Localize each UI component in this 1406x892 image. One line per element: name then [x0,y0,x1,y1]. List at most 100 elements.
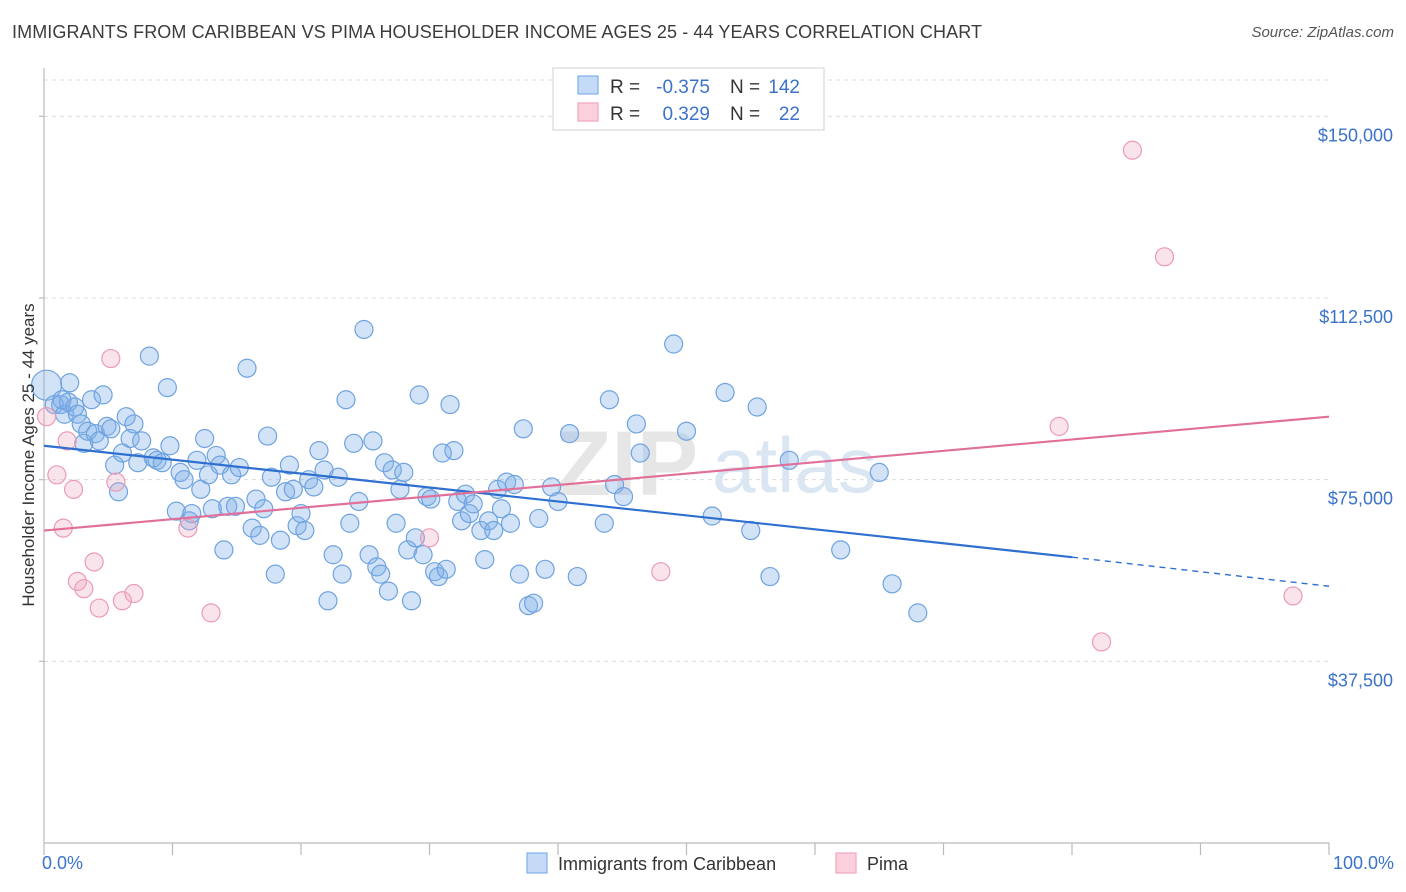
caribbean-point-108 [484,520,504,541]
legend-r-label-2: R = [610,104,640,125]
pima-point-1 [47,465,67,485]
caribbean-point-104 [463,494,483,514]
caribbean-point-133 [715,382,735,403]
caribbean-point-49 [237,358,257,378]
caribbean-point-135 [747,397,767,417]
caribbean-trend-line-extrapolated [1071,556,1330,587]
caribbean-point-39 [195,428,215,449]
pima-point-12 [124,583,144,604]
caribbean-point-51 [246,489,266,509]
caribbean-point-99 [444,441,464,461]
legend-n-value-2: 22 [779,104,800,125]
caribbean-point-106 [475,549,495,570]
chart-title: IMMIGRANTS FROM CARIBBEAN VS PIMA HOUSEH… [12,22,983,42]
x-tick-label-1: 100.0% [1333,853,1394,873]
caribbean-point-55 [261,467,282,487]
caribbean-point-131 [676,421,697,441]
caribbean-point-71 [332,564,352,584]
caribbean-point-54 [257,426,278,446]
pima-point-19 [1122,140,1142,160]
caribbean-point-116 [518,596,539,616]
trend-lines [43,415,1330,587]
caribbean-point-21 [116,407,136,427]
caribbean-point-127 [613,487,634,507]
caribbean-point-76 [354,319,374,340]
y-tick-label-1: $75,000 [1328,489,1393,509]
caribbean-point-60 [283,479,303,499]
caribbean-point-26 [139,346,159,366]
pima-point-9 [101,348,121,369]
caribbean-point-118 [529,508,549,529]
caribbean-point-88 [401,591,422,611]
caribbean-point-24 [128,453,148,473]
caribbean-point-72 [336,390,356,410]
caribbean-point-96 [432,443,452,463]
caribbean-point-31 [160,436,180,456]
caribbean-point-119 [535,559,555,579]
pima-trend-line [43,415,1330,532]
pima-point-4 [63,479,84,499]
axes [39,68,1330,855]
pima-point-7 [84,552,104,572]
bottom-legend-label-blue: Immigrants from Caribbean [558,854,776,874]
caribbean-point-58 [275,482,296,502]
pima-point-21 [1283,586,1303,606]
caribbean-point-41 [202,499,222,519]
caribbean-point-114 [509,564,530,584]
caribbean-point-103 [459,503,479,524]
caribbean-point-34 [174,470,194,490]
pima-point-5 [67,571,88,592]
grid [44,79,1329,662]
y-tick-label-0: $37,500 [1328,670,1393,690]
caribbean-trend-line [43,444,1073,559]
caribbean-point-44 [214,540,234,560]
y-axis-label: Householder Income Ages 25 - 44 years [19,303,38,606]
caribbean-point-22 [120,428,140,449]
pima-point-10 [106,472,126,492]
caribbean-point-56 [265,564,285,584]
pima-point-18 [1091,632,1112,652]
caribbean-point-141 [908,603,928,623]
legend-n-value-1: 142 [768,77,800,98]
caribbean-point-140 [882,574,902,594]
caribbean-point-136 [760,566,780,587]
caribbean-point-78 [363,431,383,451]
pima-point-14 [201,603,221,623]
caribbean-point-66 [309,441,329,461]
caribbean-point-139 [869,462,889,482]
y-tick-label-3: $150,000 [1318,125,1393,145]
caribbean-point-132 [702,506,722,526]
caribbean-point-37 [187,450,207,470]
caribbean-point-117 [523,593,544,613]
caribbean-point-63 [295,520,315,541]
caribbean-point-32 [166,501,186,521]
legend-n-label-2: N = [730,104,760,125]
caribbean-point-125 [599,390,620,410]
caribbean-point-115 [513,419,533,439]
caribbean-point-30 [157,378,177,398]
pima-point-6 [74,579,94,599]
caribbean-point-86 [394,462,414,482]
caribbean-point-81 [374,453,395,473]
caribbean-point-130 [664,334,684,354]
caribbean-point-17 [101,419,121,439]
legend-swatch-pink [577,102,599,122]
caribbean-point-69 [323,545,343,565]
caribbean-point-137 [779,450,799,470]
caribbean-point-112 [500,513,521,533]
caribbean-point-101 [452,511,472,531]
caribbean-point-90 [409,385,429,405]
legend-r-label-1: R = [610,77,640,98]
caribbean-point-111 [497,472,517,492]
caribbean-point-47 [225,496,246,516]
caribbean-point-80 [371,564,391,584]
caribbean-point-89 [405,528,425,548]
caribbean-point-12 [81,390,102,410]
caribbean-point-84 [386,513,406,533]
legend-n-label-1: N = [730,77,760,98]
caribbean-point-123 [567,566,587,587]
caribbean-point-95 [428,566,449,587]
legend: R = -0.375 N = 142 R = 0.329 N = 22 [552,67,825,131]
legend-swatch-blue [577,75,599,95]
